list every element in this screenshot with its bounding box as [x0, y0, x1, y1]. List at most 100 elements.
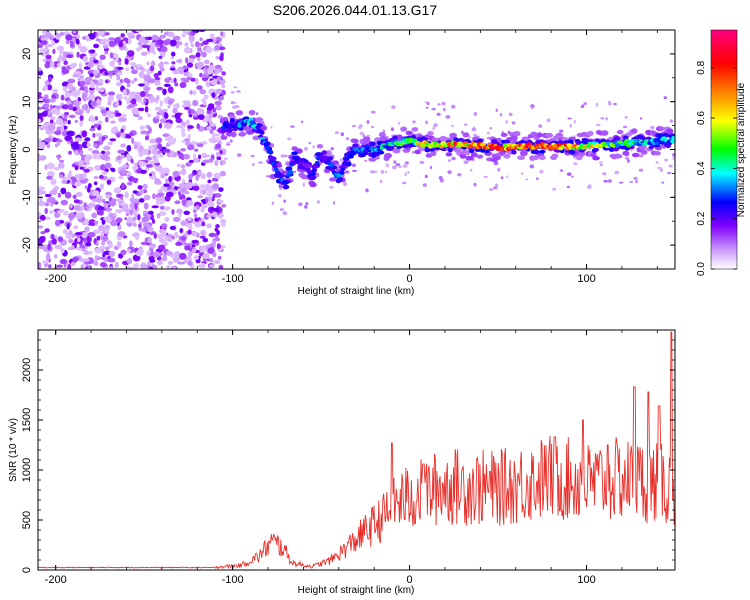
heatmap-cell [186, 76, 191, 81]
x-tick-label: 0 [407, 574, 413, 586]
heatmap-cell [447, 170, 452, 175]
heatmap-cell [72, 106, 78, 112]
x-tick-label: -100 [222, 273, 244, 285]
heatmap-cell [218, 187, 224, 193]
heatmap-cell [192, 185, 200, 191]
heatmap-cell [639, 117, 643, 120]
heatmap-cell [351, 125, 356, 128]
heatmap-cell [153, 264, 158, 269]
heatmap-cell [129, 62, 137, 67]
heatmap-cell [83, 161, 87, 165]
heatmap-cell [144, 106, 149, 113]
heatmap-cell [282, 211, 288, 216]
heatmap-cell [47, 76, 52, 83]
heatmap-cell [100, 153, 108, 161]
heatmap-cell [54, 244, 62, 250]
heatmap-cell [216, 156, 222, 161]
heatmap-cell [95, 85, 99, 91]
heatmap-cell [211, 92, 216, 98]
heatmap-cell [96, 235, 101, 241]
heatmap-cell [75, 212, 83, 220]
heatmap-cell [145, 164, 153, 168]
heatmap-cell [163, 61, 169, 65]
heatmap-cell [145, 156, 153, 161]
heatmap-cell [215, 133, 221, 137]
heatmap-cell [393, 160, 397, 164]
colorbar-tick-label: 0.2 [696, 211, 707, 225]
heatmap-cell [108, 40, 116, 48]
heatmap-cell [382, 129, 386, 133]
heatmap-cell [180, 164, 186, 169]
heatmap-cell [176, 163, 181, 167]
heatmap-cell [60, 187, 67, 195]
heatmap-cell [54, 143, 59, 148]
heatmap-cell [131, 98, 137, 105]
heatmap-cell [214, 160, 219, 167]
heatmap-cell [530, 131, 538, 137]
heatmap-cell [510, 135, 518, 141]
heatmap-cell [622, 125, 628, 129]
heatmap-cell [154, 77, 161, 81]
heatmap-cell [277, 174, 284, 179]
heatmap-cell [164, 77, 171, 83]
heatmap-cell [108, 37, 115, 41]
heatmap-cell [187, 216, 192, 222]
heatmap-cell [201, 51, 207, 58]
heatmap-cell [248, 109, 256, 116]
heatmap-cell [177, 58, 183, 64]
heatmap-cell [364, 159, 368, 162]
heatmap-cell [230, 91, 235, 94]
heatmap-cell [56, 210, 64, 214]
heatmap-cell [653, 151, 661, 156]
heatmap-cell [101, 219, 106, 225]
heatmap-cell [47, 243, 51, 251]
heatmap-cell [53, 166, 60, 171]
heatmap-cell [110, 120, 116, 124]
heatmap-cell [545, 132, 554, 138]
heatmap-cell [316, 200, 321, 204]
heatmap-cell [203, 59, 210, 65]
heatmap-cell [489, 127, 493, 130]
heatmap-cell [214, 193, 222, 198]
heatmap-cell [87, 147, 93, 152]
heatmap-cell [132, 190, 138, 194]
heatmap-cell [311, 168, 317, 173]
heatmap-cell [196, 123, 200, 130]
heatmap-cell [148, 126, 152, 134]
heatmap-cell [188, 178, 193, 183]
heatmap-cell [385, 163, 390, 168]
heatmap-cell [126, 98, 130, 105]
heatmap-cell [211, 177, 218, 182]
heatmap-cell [132, 216, 137, 221]
heatmap-cell [473, 182, 477, 187]
heatmap-cell [215, 224, 220, 229]
heatmap-cell [44, 216, 51, 220]
heatmap-cell [68, 114, 76, 119]
heatmap-cell [315, 161, 320, 165]
heatmap-cell [88, 202, 96, 208]
heatmap-cell [338, 170, 344, 175]
heatmap-cell [593, 147, 599, 152]
heatmap-cell [397, 121, 400, 125]
heatmap-cell [95, 132, 103, 137]
x-tick-label: 100 [577, 574, 595, 586]
heatmap-cell [567, 117, 572, 120]
heatmap-cell [279, 208, 284, 211]
heatmap-cell [165, 178, 169, 184]
heatmap-cell [216, 243, 221, 250]
heatmap-cell [130, 69, 138, 75]
heatmap-cell [61, 130, 69, 137]
colorbar-tick-label: 0.8 [696, 60, 707, 74]
heatmap-cell [131, 193, 135, 201]
heatmap-cell [99, 174, 104, 180]
heatmap-cell [171, 236, 175, 240]
heatmap-cell [176, 67, 180, 74]
heatmap-cell [404, 172, 407, 177]
chart-title: S206.2026.044.01.13.G17 [272, 2, 438, 18]
heatmap-cell [219, 55, 224, 62]
heatmap-cell [74, 119, 79, 123]
heatmap-cell [93, 143, 99, 148]
heatmap-cell [300, 120, 304, 124]
heatmap-cell [74, 137, 83, 142]
heatmap-cell [92, 229, 101, 234]
